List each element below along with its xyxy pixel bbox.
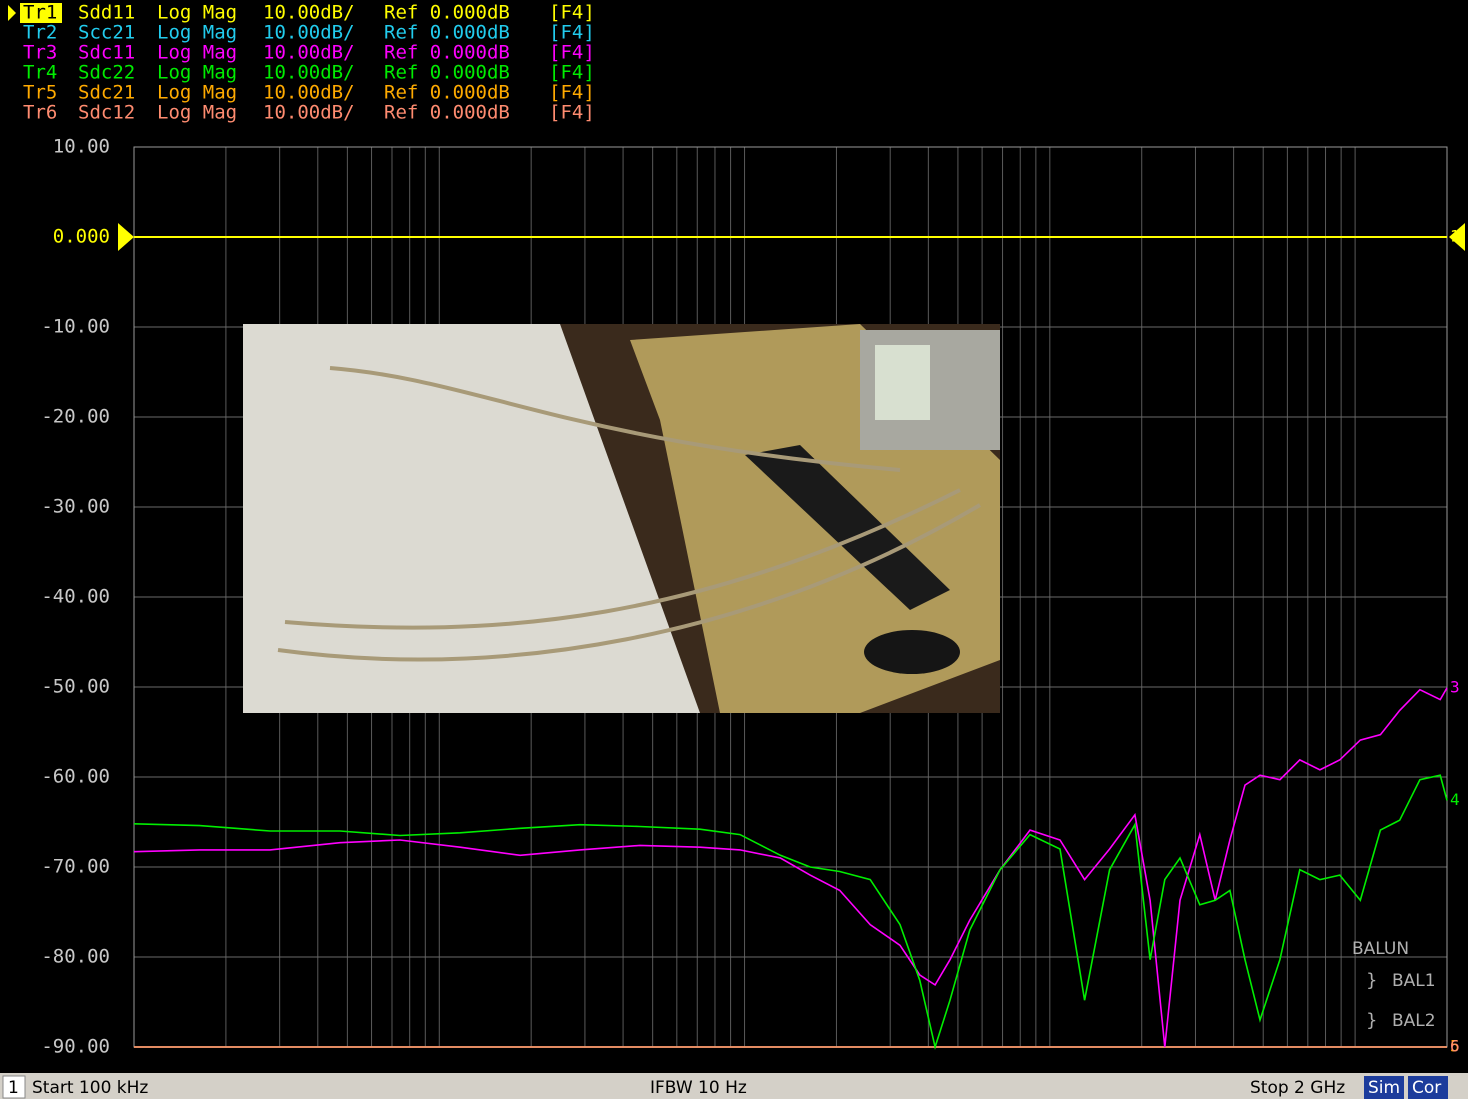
cor-box[interactable] xyxy=(1408,1076,1448,1099)
balun-title: BALUN xyxy=(1352,939,1409,959)
ifbw: IFBW 10 Hz xyxy=(650,1078,747,1098)
header-format: Log Mag xyxy=(157,62,237,84)
channel-number: 1 xyxy=(8,1078,19,1098)
header-scale: 10.00dB/ xyxy=(263,102,355,124)
header-trace: Tr3 xyxy=(23,42,57,64)
y-tick-label: 0.000 xyxy=(53,226,110,248)
header-channel: [F4] xyxy=(549,62,595,84)
trace-header: Tr1 Sdd11 Log Mag 10.00dB/Ref 0.000dB [F4] Tr… xyxy=(8,2,595,124)
header-scale: 10.00dB/ xyxy=(263,2,355,24)
header-scale: 10.00dB/ xyxy=(263,82,355,104)
header-scale: 10.00dB/ xyxy=(263,22,355,44)
y-tick-label: -70.00 xyxy=(41,856,110,878)
active-trace-box xyxy=(20,3,62,23)
header-ref: Ref 0.000dB xyxy=(384,82,510,104)
y-tick-label: -60.00 xyxy=(41,766,110,788)
photo-keyboard xyxy=(745,445,950,610)
y-tick-label: -50.00 xyxy=(41,676,110,698)
y-tick-label: -20.00 xyxy=(41,406,110,428)
header-ref: Ref 0.000dB xyxy=(384,102,510,124)
header-format: Log Mag xyxy=(157,22,237,44)
trace-end-label: 6 xyxy=(1450,1037,1460,1056)
header-trace: Tr5 xyxy=(23,82,57,104)
header-scale: 10.00dB/ xyxy=(263,62,355,84)
header-trace: Tr6 xyxy=(23,102,57,124)
header-name: Sdc12 xyxy=(78,102,135,124)
balun-port: BAL2 xyxy=(1392,1011,1436,1031)
header-format: Log Mag xyxy=(157,42,237,64)
balun-brace: } xyxy=(1366,1010,1377,1031)
y-tick-label: -90.00 xyxy=(41,1036,110,1058)
cor-indicator[interactable]: Cor xyxy=(1412,1078,1441,1098)
header-ref: Ref 0.000dB xyxy=(384,22,510,44)
header-trace: Tr1 xyxy=(23,2,57,24)
header-format: Log Mag xyxy=(157,102,237,124)
balun-brace: } xyxy=(1366,970,1377,991)
active-trace-arrow xyxy=(8,5,16,21)
trace-end-label: 3 xyxy=(1450,677,1460,696)
y-tick-label: 10.00 xyxy=(53,136,110,158)
start-freq: Start 100 kHz xyxy=(32,1078,148,1098)
header-name: Sdd11 xyxy=(78,2,135,24)
trace-line xyxy=(133,774,1448,1051)
trace-end-label: 4 xyxy=(1450,790,1460,809)
header-trace: Tr2 xyxy=(23,22,57,44)
header-ref: Ref 0.000dB xyxy=(384,2,510,24)
ref-marker-left xyxy=(118,223,134,251)
y-tick-label: -30.00 xyxy=(41,496,110,518)
ref-marker-right xyxy=(1449,223,1465,251)
header-channel: [F4] xyxy=(549,2,595,24)
photo-mouse xyxy=(864,630,960,674)
header-trace: Tr4 xyxy=(23,62,57,84)
header-format: Log Mag xyxy=(157,82,237,104)
sim-box[interactable] xyxy=(1364,1076,1404,1099)
header-ref: Ref 0.000dB xyxy=(384,42,510,64)
y-tick-label: -80.00 xyxy=(41,946,110,968)
trace-end-label: 1 xyxy=(1450,227,1460,246)
header-ref: Ref 0.000dB xyxy=(384,62,510,84)
y-tick-label: -10.00 xyxy=(41,316,110,338)
channel-box xyxy=(2,1075,26,1099)
header-channel: [F4] xyxy=(549,82,595,104)
header-channel: [F4] xyxy=(549,42,595,64)
header-scale: 10.00dB/ xyxy=(263,42,355,64)
header-name: Scc21 xyxy=(78,22,135,44)
photo-inset xyxy=(243,324,1000,713)
header-name: Sdc11 xyxy=(78,42,135,64)
status-bg xyxy=(0,1073,1468,1099)
y-tick-label: -40.00 xyxy=(41,586,110,608)
photo-instrument-screen xyxy=(875,345,930,420)
sim-indicator[interactable]: Sim xyxy=(1368,1078,1400,1098)
trace-line xyxy=(133,687,1448,1048)
header-name: Sdc22 xyxy=(78,62,135,84)
header-name: Sdc21 xyxy=(78,82,135,104)
stop-freq: Stop 2 GHz xyxy=(1250,1078,1345,1098)
status-bar: 1 Start 100 kHz IFBW 10 Hz Stop 2 GHz Si… xyxy=(0,1073,1468,1099)
photo-cables xyxy=(277,366,982,662)
header-channel: [F4] xyxy=(549,22,595,44)
header-channel: [F4] xyxy=(549,102,595,124)
balun-port: BAL1 xyxy=(1392,971,1436,991)
trace-end-label: 5 xyxy=(1450,1037,1460,1056)
header-format: Log Mag xyxy=(157,2,237,24)
